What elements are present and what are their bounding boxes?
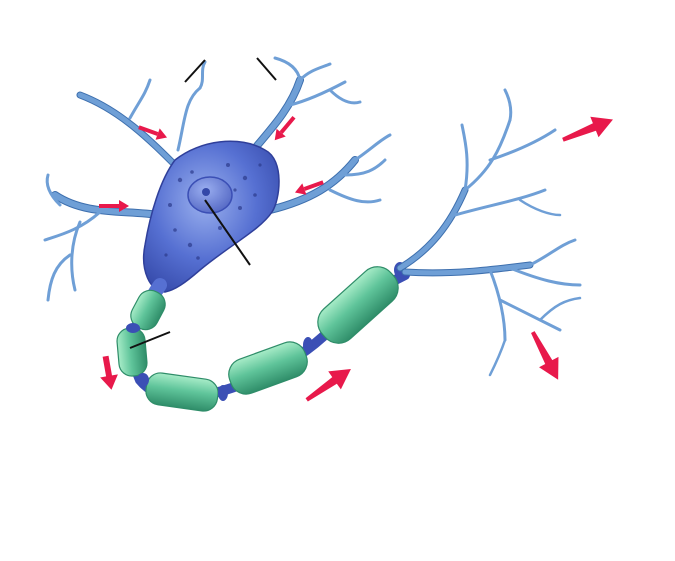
nucleolus [202, 188, 210, 196]
leader-line-nucleus [204, 199, 251, 266]
signal-arrows [99, 115, 613, 402]
signal-arrow [274, 115, 296, 141]
leader-line-myelin [129, 331, 171, 349]
nissl-granules [164, 163, 262, 260]
dendrites-left [43, 60, 207, 302]
signal-arrow [99, 200, 129, 212]
myelin-sheath [116, 266, 399, 412]
signal-arrow [305, 368, 351, 402]
axon-terminals [396, 88, 582, 377]
leader-line-dendrite-left [184, 59, 206, 83]
signal-arrow [294, 180, 324, 195]
nucleus [187, 176, 233, 214]
signal-arrow [562, 116, 613, 142]
signal-arrow [138, 125, 168, 140]
signal-arrow [531, 331, 559, 380]
cell-body [143, 140, 280, 293]
leader-line-dendrite-right [256, 57, 277, 81]
signal-arrow [100, 355, 118, 390]
